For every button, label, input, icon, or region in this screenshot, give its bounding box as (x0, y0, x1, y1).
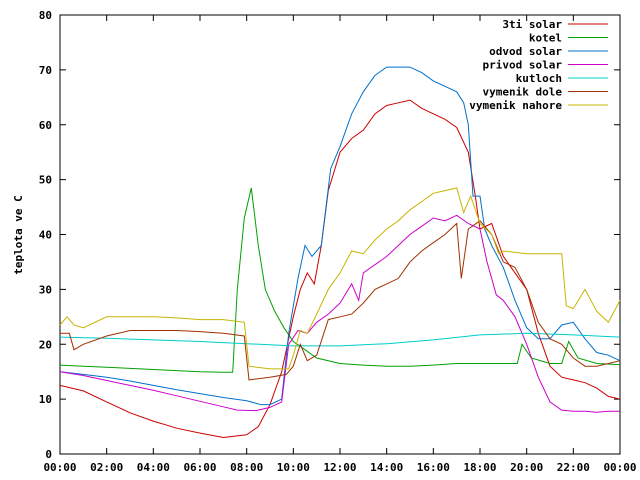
series-lines (59, 66, 621, 439)
series-line-4 (59, 332, 621, 347)
series-line-0 (59, 99, 621, 439)
legend-label: odvod solar (489, 45, 562, 58)
legend-label: vymenik nahore (469, 99, 562, 112)
y-tick-label: 50 (39, 174, 52, 187)
legend-label: kotel (529, 32, 562, 45)
legend-label: vymenik dole (483, 86, 563, 99)
y-tick-label: 40 (39, 229, 52, 242)
x-tick-label: 18:00 (463, 461, 496, 474)
x-tick-label: 06:00 (183, 461, 216, 474)
series-line-6 (59, 187, 621, 370)
y-tick-label: 70 (39, 64, 52, 77)
x-tick-label: 16:00 (417, 461, 450, 474)
y-tick-label: 0 (45, 448, 52, 461)
series-line-5 (60, 220, 621, 381)
x-tick-label: 20:00 (510, 461, 543, 474)
x-tick-label: 12:00 (323, 461, 356, 474)
series-line-2 (59, 66, 621, 406)
legend-label: privod solar (483, 59, 563, 72)
x-tick-label: 22:00 (557, 461, 590, 474)
series-line-3 (59, 214, 620, 413)
x-tick-label: 00:00 (43, 461, 76, 474)
x-tick-label: 08:00 (230, 461, 263, 474)
y-tick-label: 30 (39, 283, 52, 296)
y-tick-label: 20 (39, 338, 52, 351)
legend-label: kutloch (516, 72, 562, 85)
y-axis-title: teplota ve C (12, 195, 25, 274)
x-tick-label: 10:00 (277, 461, 310, 474)
axis-ticks: 0 10 20 30 40 50 60 70 80 00:00 02:00 04:00 06:00 08:… (39, 9, 637, 474)
y-tick-label: 10 (39, 393, 52, 406)
y-tick-label: 80 (39, 9, 52, 22)
y-tick-label: 60 (39, 119, 52, 132)
x-tick-label: 02:00 (90, 461, 123, 474)
x-tick-label: 14:00 (370, 461, 403, 474)
x-tick-label: 00:00 (603, 461, 636, 474)
series-line-1 (59, 187, 621, 373)
legend-label: 3ti solar (502, 18, 562, 31)
x-tick-label: 04:00 (137, 461, 170, 474)
